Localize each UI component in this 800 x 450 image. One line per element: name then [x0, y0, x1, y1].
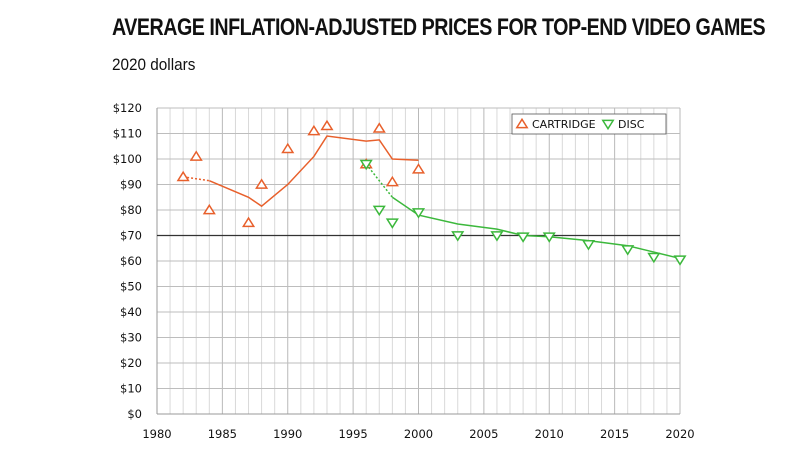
disc-point — [516, 232, 530, 243]
legend: CARTRIDGE DISC — [511, 113, 667, 135]
x-tick-label: 1995 — [338, 427, 367, 441]
y-tick-label: $90 — [120, 178, 142, 192]
disc-point — [581, 240, 596, 251]
y-tick-label: $120 — [113, 101, 142, 115]
cartridge-trend-dashed — [183, 176, 210, 182]
grid — [156, 107, 681, 415]
cartridge-point — [372, 122, 386, 133]
y-tick-label: $0 — [127, 407, 142, 421]
cartridge-point — [202, 203, 216, 215]
y-tick-label: $20 — [120, 356, 142, 370]
x-tick-label: 1985 — [208, 427, 237, 441]
cartridge-point — [189, 150, 203, 161]
disc-point — [647, 252, 661, 264]
series-layer — [176, 119, 687, 266]
cartridge-point — [176, 170, 190, 182]
legend-box — [511, 113, 667, 135]
disc-point — [359, 159, 373, 171]
x-tick-label: 2015 — [600, 427, 629, 441]
y-tick-label: $50 — [120, 280, 142, 294]
y-tick-label: $30 — [120, 331, 142, 345]
legend-cartridge-marker — [515, 117, 529, 129]
disc-trend-dashed — [365, 163, 393, 198]
y-tick-label: $100 — [113, 152, 142, 166]
chart-subtitle: 2020 dollars — [112, 55, 196, 74]
legend-disc-marker — [601, 119, 615, 131]
x-tick-label: 2020 — [665, 427, 694, 441]
cartridge-point — [385, 175, 399, 187]
cartridge-point — [320, 119, 334, 131]
disc-point — [490, 231, 504, 242]
cartridge-point — [411, 163, 426, 174]
x-tick-label: 2005 — [469, 427, 498, 441]
y-tick-label: $110 — [113, 127, 142, 141]
legend-cartridge-label: CARTRIDGE — [532, 118, 596, 131]
axes: $0 $10 $20 $30 $40 $50 $60 $70 $80 $90 $100 $110 $12… — [113, 101, 695, 441]
disc-point — [451, 231, 465, 242]
x-tick-label: 1980 — [142, 427, 171, 441]
disc-trend-line — [391, 196, 681, 260]
cartridge-point — [281, 142, 295, 154]
disc-point — [385, 218, 399, 229]
x-tick-label: 2000 — [404, 427, 433, 441]
disc-point — [621, 245, 635, 256]
chart-title: AVERAGE INFLATION-ADJUSTED PRICES FOR TO… — [112, 14, 766, 41]
disc-point — [542, 232, 556, 243]
x-tick-label: 1990 — [273, 427, 302, 441]
y-tick-label: $80 — [120, 203, 142, 217]
cartridge-point — [307, 124, 321, 136]
y-tick-label: $40 — [120, 305, 142, 319]
cartridge-point — [241, 216, 256, 228]
y-tick-label: $60 — [120, 254, 142, 268]
cartridge-point — [255, 178, 269, 189]
cartridge-trend-line — [209, 135, 419, 208]
y-tick-label: $10 — [120, 382, 142, 396]
disc-point — [411, 208, 426, 219]
disc-point — [372, 205, 386, 217]
legend-disc-label: DISC — [618, 118, 645, 131]
x-tick-label: 2010 — [535, 427, 564, 441]
y-tick-label: $70 — [120, 229, 142, 243]
disc-point — [673, 255, 687, 266]
